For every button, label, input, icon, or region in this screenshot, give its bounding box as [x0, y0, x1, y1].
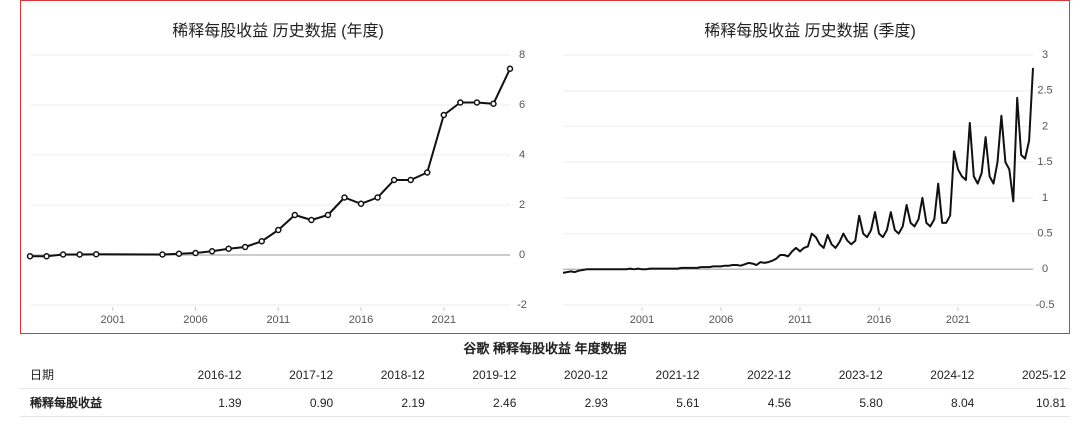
series-line [30, 68, 511, 258]
table-cell: 2.93 [520, 388, 612, 417]
table-cell: 5.80 [795, 388, 887, 417]
table-cell: 2.19 [337, 388, 429, 417]
point [241, 243, 249, 251]
table-cell: 5.61 [611, 388, 704, 417]
point [208, 248, 216, 255]
x-tick-label: 2001 [101, 314, 125, 326]
point [407, 176, 414, 184]
point [490, 100, 497, 107]
table-cell: 4.56 [703, 388, 796, 417]
y-tick-label: 0.5 [1037, 227, 1052, 239]
point [374, 194, 381, 201]
table-row: 稀释每股收益 1.39 0.90 2.19 2.46 2.93 5.61 4.56 5.80 8.… [20, 388, 1070, 417]
table-cell: 0.90 [245, 388, 338, 417]
point [308, 216, 315, 224]
point [423, 169, 431, 176]
point [26, 253, 34, 260]
y-tick-label: 1 [1042, 192, 1048, 204]
point [457, 99, 464, 106]
x-tick-label: 2006 [709, 314, 733, 326]
point [440, 111, 448, 119]
y-tick-label: 6 [519, 99, 525, 111]
table-cell: 1.39 [154, 388, 246, 417]
header-cell: 2017-12 [245, 361, 338, 389]
y-tick-label: -0.5 [1036, 299, 1055, 311]
table-cell: 10.81 [978, 388, 1070, 417]
point [59, 251, 67, 258]
y-tick-label: 2 [519, 199, 525, 211]
x-tick-label: 2011 [266, 314, 290, 326]
point [506, 65, 514, 72]
header-cell: 2021-12 [611, 361, 704, 389]
point [76, 251, 83, 258]
x-tick-label: 2021 [432, 314, 456, 326]
point [291, 211, 299, 219]
table-title: 谷歌 稀释每股收益 年度数据 [463, 341, 627, 356]
table: 日期 2016-12 2017-12 2018-12 2019-12 2020-12 202… [20, 361, 1070, 417]
y-tick-label: 4 [519, 149, 525, 161]
header-cell: 2016-12 [154, 361, 246, 389]
y-tick-label: -2 [517, 299, 527, 311]
table-cell: 8.04 [886, 388, 979, 417]
point [225, 245, 232, 252]
point [258, 238, 265, 245]
chart-title: 稀释每股收益 历史数据 (季度) [704, 22, 916, 40]
y-tick-label: 0 [1042, 263, 1048, 275]
point [159, 251, 166, 258]
series-line [562, 67, 1034, 274]
header-cell: 2023-12 [795, 361, 887, 389]
y-tick-label: 8 [519, 49, 525, 61]
header-cell: 2020-12 [520, 361, 612, 389]
header-cell: 2019-12 [428, 361, 521, 389]
x-tick-label: 2011 [788, 314, 812, 326]
y-tick-label: 2 [1042, 120, 1048, 132]
point [390, 176, 398, 184]
header-row: 日期 2016-12 2017-12 2018-12 2019-12 2020-12 202… [20, 361, 1070, 389]
chart-frame [20, 0, 1070, 334]
x-tick-label: 2006 [183, 314, 207, 326]
charts: 稀释每股收益 历史数据 (年度) -2 0 2 4 6 8 2001 2006 2011 2016 2… [26, 22, 1055, 326]
point [275, 226, 282, 234]
x-tick-label: 2001 [630, 314, 654, 326]
header-cell: 2025-12 [978, 361, 1070, 389]
header-cell: 2018-12 [337, 361, 429, 389]
header-cell: 2022-12 [703, 361, 796, 389]
table-cell: 2.46 [428, 388, 521, 417]
point [175, 250, 183, 257]
point [43, 253, 50, 260]
table-cell: 稀释每股收益 [20, 388, 154, 417]
x-tick-label: 2021 [946, 314, 970, 326]
point [357, 200, 365, 207]
y-tick-label: 2.5 [1037, 85, 1052, 97]
x-tick-label: 2016 [867, 314, 891, 326]
y-tick-label: 0 [519, 249, 525, 261]
header-cell: 2024-12 [886, 361, 979, 389]
y-tick-label: 3 [1042, 49, 1048, 61]
point [341, 194, 348, 201]
point [473, 99, 481, 106]
chart-title: 稀释每股收益 历史数据 (年度) [172, 22, 384, 40]
x-tick-label: 2016 [349, 314, 373, 326]
point [324, 211, 332, 219]
header-cell: 日期 [20, 361, 154, 389]
point [192, 249, 199, 257]
point [92, 251, 100, 258]
y-tick-label: 1.5 [1037, 156, 1052, 168]
